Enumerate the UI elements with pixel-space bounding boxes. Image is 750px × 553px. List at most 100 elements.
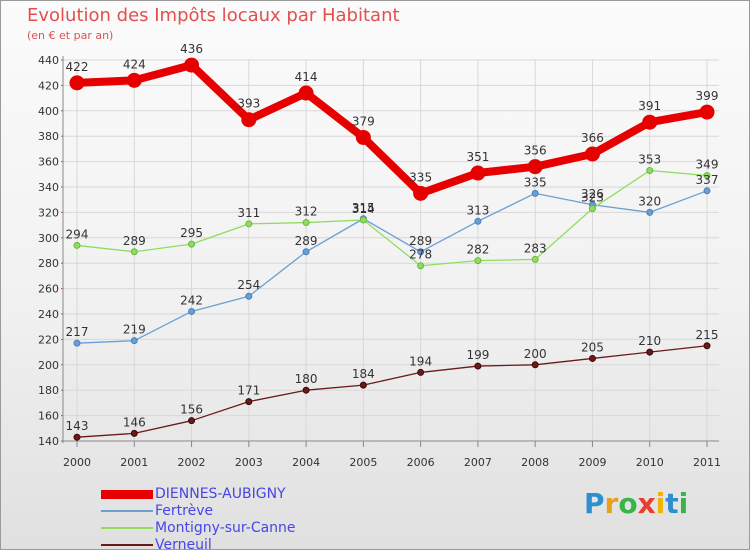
data-label: 143: [66, 419, 89, 433]
series-point: [69, 75, 85, 91]
data-label: 294: [66, 227, 89, 241]
series-point: [126, 72, 142, 88]
series-point: [302, 386, 310, 394]
proxiti-logo: Proxiti: [584, 487, 688, 520]
x-tick-label: 2011: [693, 456, 721, 469]
data-label: 194: [409, 354, 432, 368]
y-tick-label: 260: [38, 283, 59, 296]
y-tick-label: 380: [38, 130, 59, 143]
series-line: [76, 345, 708, 438]
series-point: [130, 248, 138, 256]
series-point: [130, 337, 138, 345]
series-line: [76, 61, 708, 198]
series-point: [470, 165, 486, 181]
data-label: 323: [581, 191, 604, 205]
data-label: 436: [180, 42, 203, 56]
series-point: [188, 240, 196, 248]
logo-letter: x: [637, 487, 656, 520]
data-label: 393: [237, 97, 260, 111]
chart-title: Evolution des Impôts locaux par Habitant: [27, 5, 400, 26]
series-point: [184, 57, 200, 73]
chart-subtitle: (en € et par an): [27, 29, 114, 42]
data-label: 282: [466, 243, 489, 257]
y-tick-label: 340: [38, 181, 59, 194]
series-point: [474, 362, 482, 370]
x-tick-label: 2001: [120, 456, 148, 469]
x-tick-label: 2000: [63, 456, 91, 469]
data-label: 295: [180, 226, 203, 240]
y-tick-label: 140: [38, 435, 59, 448]
series-point: [188, 307, 196, 315]
data-label: 242: [180, 293, 203, 307]
y-tick-label: 240: [38, 308, 59, 321]
x-tick-label: 2010: [636, 456, 664, 469]
y-tick-label: 400: [38, 105, 59, 118]
data-label: 320: [638, 194, 661, 208]
x-tick-label: 2002: [178, 456, 206, 469]
data-label: 278: [409, 248, 432, 262]
series-point: [245, 292, 253, 300]
legend-label: Verneuil: [155, 537, 212, 553]
data-label: 254: [237, 278, 260, 292]
series-layer: [69, 57, 715, 441]
series-point: [588, 354, 596, 362]
series-point: [527, 159, 543, 175]
logo-letter: r: [604, 487, 619, 520]
x-tick-label: 2004: [292, 456, 320, 469]
series-point: [241, 112, 257, 128]
series-point: [302, 248, 310, 256]
series-point: [355, 129, 371, 145]
data-label: 180: [295, 372, 318, 386]
series-point: [703, 342, 711, 350]
series-point: [359, 216, 367, 224]
data-label: 353: [638, 152, 661, 166]
data-label: 219: [123, 323, 146, 337]
data-label: 313: [466, 203, 489, 217]
logo-letter: i: [678, 487, 689, 520]
data-label: 337: [696, 173, 719, 187]
data-label: 200: [524, 347, 547, 361]
x-tick-label: 2003: [235, 456, 263, 469]
axes: [61, 56, 719, 447]
data-label: 356: [524, 144, 547, 158]
data-label: 171: [237, 384, 260, 398]
series-point: [588, 205, 596, 213]
series-point: [73, 433, 81, 441]
data-label: 399: [696, 89, 719, 103]
logo-letter: P: [584, 487, 605, 520]
y-tick-label: 320: [38, 206, 59, 219]
data-label: 335: [524, 175, 547, 189]
legend-label: DIENNES-AUBIGNY: [155, 486, 286, 502]
series-point: [703, 187, 711, 195]
data-label: 146: [123, 415, 146, 429]
legend-label: Montigny-sur-Canne: [155, 520, 296, 536]
data-label: 311: [237, 206, 260, 220]
data-label: 349: [696, 158, 719, 172]
y-tick-label: 220: [38, 333, 59, 346]
series-point: [245, 398, 253, 406]
logo-letter: i: [655, 487, 666, 520]
data-label: 289: [295, 234, 318, 248]
y-tick-label: 360: [38, 156, 59, 169]
y-tick-label: 440: [38, 54, 59, 67]
series-point: [73, 339, 81, 347]
series-point: [245, 220, 253, 228]
series-point: [188, 417, 196, 425]
data-label: 314: [352, 202, 375, 216]
series-point: [646, 208, 654, 216]
data-label: 366: [581, 131, 604, 145]
series-point: [413, 185, 429, 201]
series-point: [298, 85, 314, 101]
series-point: [646, 166, 654, 174]
series-point: [531, 361, 539, 369]
data-label: 414: [295, 70, 318, 84]
series-point: [130, 429, 138, 437]
data-label: 422: [66, 60, 89, 74]
data-label: 391: [638, 99, 661, 113]
data-label: 210: [638, 334, 661, 348]
series-line: [76, 169, 708, 267]
x-tick-labels: 2000 2001 2002 2003 2004 2005 2006 2007 2008 2009…: [63, 456, 721, 469]
x-tick-label: 2007: [464, 456, 492, 469]
